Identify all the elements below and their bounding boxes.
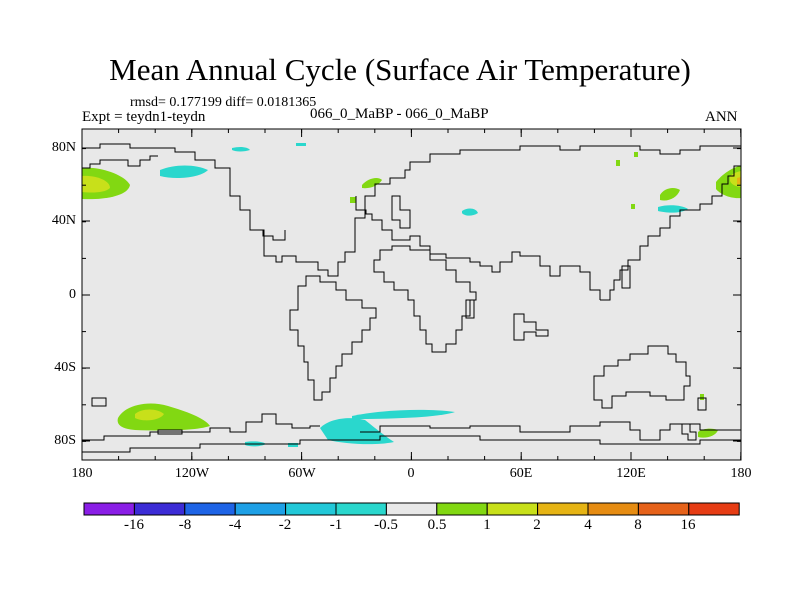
anomaly-patch (362, 177, 382, 189)
coastline (373, 245, 477, 353)
anomaly-patch (660, 187, 680, 201)
coastline (82, 155, 158, 169)
lat-label-80n: 80N (51, 140, 76, 155)
anomaly-patch (631, 204, 635, 209)
lon-label-60w: 60W (288, 466, 316, 481)
coastline (593, 345, 691, 409)
colorbar-label: -1 (329, 517, 343, 533)
colorbar-label: 4 (584, 517, 592, 533)
anomaly-patch (698, 428, 718, 438)
coastline (289, 275, 377, 401)
coastline (82, 435, 741, 453)
lat-label-40n: 40N (51, 213, 76, 228)
map-background (82, 129, 741, 460)
coastline (621, 265, 631, 289)
anomaly-patch (320, 418, 394, 445)
anomaly-patch (634, 152, 638, 157)
colorbar-label: 1 (483, 517, 491, 533)
lon-label-180w: 180 (71, 466, 93, 481)
colorbar-label: -2 (278, 517, 292, 533)
lon-label-120e: 120E (616, 466, 646, 481)
experiment-label: Expt = teydn1-teydn (82, 109, 206, 125)
colorbar-label: -16 (124, 517, 144, 533)
coastline (681, 423, 697, 441)
anomaly-patch (232, 146, 250, 152)
anomaly-patch (160, 165, 208, 178)
lon-label-120w: 120W (174, 466, 210, 481)
anomaly-patches (82, 143, 741, 447)
lat-label-80s: 80S (54, 433, 76, 448)
anomaly-patch (700, 394, 704, 400)
coastline (513, 313, 549, 341)
coastline (91, 397, 107, 407)
anomaly-patch (352, 409, 455, 419)
coastline (697, 397, 707, 411)
comparison-label: 066_0_MaBP - 066_0_MaBP (310, 106, 489, 122)
colorbar-label: 8 (634, 517, 642, 533)
coastline (157, 429, 183, 435)
coastline (82, 413, 320, 441)
coastline (360, 421, 741, 441)
colorbar-label: 16 (680, 517, 696, 533)
anomaly-patch (616, 160, 620, 166)
colorbar-label: 2 (533, 517, 541, 533)
lat-label-40s: 40S (54, 360, 76, 375)
anomaly-patch (462, 208, 478, 216)
colorbar-label: 0.5 (427, 517, 447, 533)
lon-label-0: 0 (407, 466, 415, 481)
axis-ticks (81, 129, 742, 460)
colorbar-label: -8 (178, 517, 192, 533)
anomaly-patch (350, 197, 356, 203)
coastline (82, 143, 741, 277)
lon-label-60e: 60E (509, 466, 533, 481)
lat-label-0: 0 (69, 287, 76, 302)
colorbar-label: -4 (228, 517, 242, 533)
coastline (391, 195, 411, 229)
anomaly-patch (737, 177, 741, 184)
anomaly-patch (117, 403, 210, 431)
stats-text: rmsd= 0.177199 diff= 0.0181365 (130, 95, 317, 110)
plot-title: Mean Annual Cycle (Surface Air Temperatu… (109, 52, 691, 87)
anomaly-patch (296, 143, 306, 146)
coastline (262, 230, 286, 241)
coastlines (82, 143, 741, 453)
coastline (355, 196, 601, 300)
coastline (465, 299, 475, 319)
anomaly-patch (135, 409, 164, 421)
anomaly-patch (82, 175, 110, 193)
season-label: ANN (705, 109, 738, 125)
colorbar-label: -0.5 (374, 517, 398, 533)
coastline (600, 165, 741, 301)
lon-label-180e: 180 (730, 466, 752, 481)
